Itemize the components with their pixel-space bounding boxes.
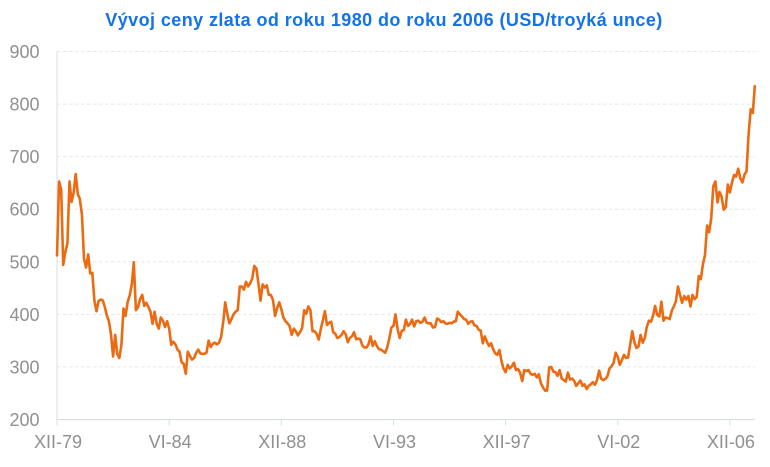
- svg-text:VI-93: VI-93: [373, 432, 416, 452]
- svg-text:XII-97: XII-97: [483, 432, 531, 452]
- svg-text:XII-06: XII-06: [707, 432, 755, 452]
- svg-text:XII-79: XII-79: [34, 432, 82, 452]
- svg-text:400: 400: [9, 305, 39, 325]
- svg-text:VI-84: VI-84: [149, 432, 192, 452]
- svg-text:800: 800: [9, 95, 39, 115]
- svg-text:900: 900: [9, 42, 39, 62]
- svg-text:500: 500: [9, 252, 39, 272]
- svg-text:300: 300: [9, 357, 39, 377]
- svg-text:Vývoj ceny zlata od roku 1980: Vývoj ceny zlata od roku 1980 do roku 20…: [105, 10, 662, 30]
- svg-text:VI-02: VI-02: [597, 432, 640, 452]
- svg-text:XII-88: XII-88: [258, 432, 306, 452]
- svg-text:200: 200: [9, 410, 39, 430]
- svg-text:700: 700: [9, 147, 39, 167]
- svg-text:600: 600: [9, 200, 39, 220]
